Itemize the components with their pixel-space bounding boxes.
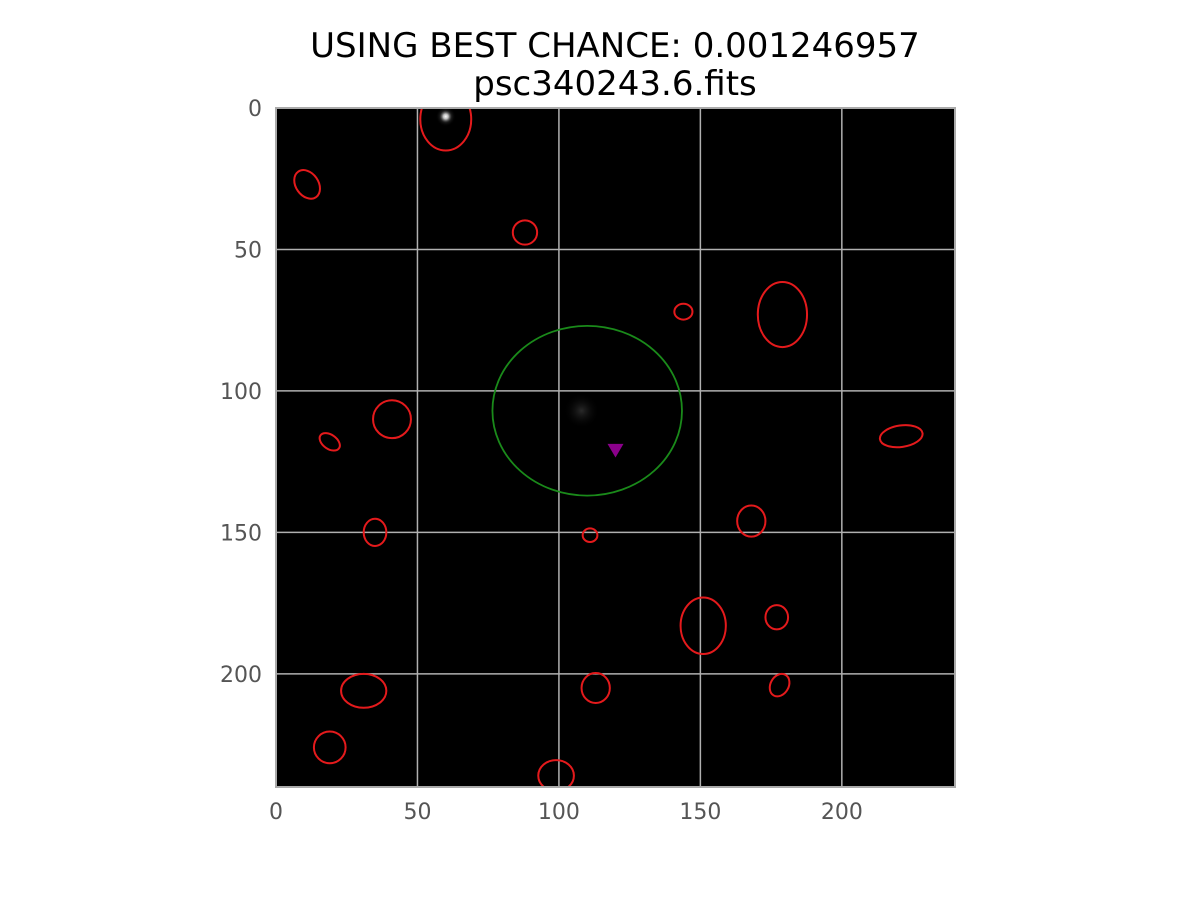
y-tick-label-3: 100 — [220, 380, 262, 405]
source-ellipse-8 — [878, 424, 924, 449]
chart-title: USING BEST CHANCE: 0.001246957 — [310, 26, 920, 66]
position-marker — [607, 443, 624, 458]
source-ellipse-14 — [340, 672, 388, 709]
x-axis: 0 50 100 150 200 — [269, 800, 863, 825]
target-region-ellipse — [491, 324, 683, 497]
x-tick-label-1: 0 — [269, 800, 283, 825]
x-tick-label-5: 200 — [821, 800, 863, 825]
source-ellipse-2 — [293, 169, 321, 200]
source-ellipse-5 — [756, 280, 809, 349]
x-tick-label-3: 100 — [538, 800, 580, 825]
source-ellipse-10 — [581, 527, 599, 543]
source-ellipse-6 — [372, 399, 412, 440]
source-ellipse-11 — [736, 504, 767, 538]
source-ellipse-7 — [318, 432, 341, 452]
source-ellipse-4 — [673, 302, 694, 321]
source-ellipse-16 — [768, 672, 791, 698]
y-tick-label-1: 0 — [248, 97, 262, 122]
source-ellipse-3 — [511, 219, 539, 246]
plot-area — [276, 108, 955, 787]
y-tick-label-2: 50 — [234, 238, 262, 263]
chart-subtitle: psc340243.6.fits — [473, 64, 757, 104]
y-tick-label-5: 200 — [220, 663, 262, 688]
x-tick-label-2: 50 — [403, 800, 431, 825]
source-ellipse-18 — [537, 759, 575, 787]
bright-source-2 — [563, 392, 600, 429]
x-tick-label-4: 150 — [679, 800, 721, 825]
y-axis: 0 50 100 150 200 — [220, 97, 262, 688]
source-ellipse-1 — [419, 108, 473, 152]
source-ellipse-13 — [764, 604, 790, 631]
source-ellipse-12 — [679, 596, 727, 656]
source-ellipse-9 — [362, 517, 388, 547]
source-ellipse-15 — [580, 671, 611, 704]
y-tick-label-4: 150 — [220, 521, 262, 546]
bright-source-1 — [435, 108, 456, 127]
plot-frame — [275, 107, 956, 788]
source-ellipse-17 — [312, 730, 347, 765]
